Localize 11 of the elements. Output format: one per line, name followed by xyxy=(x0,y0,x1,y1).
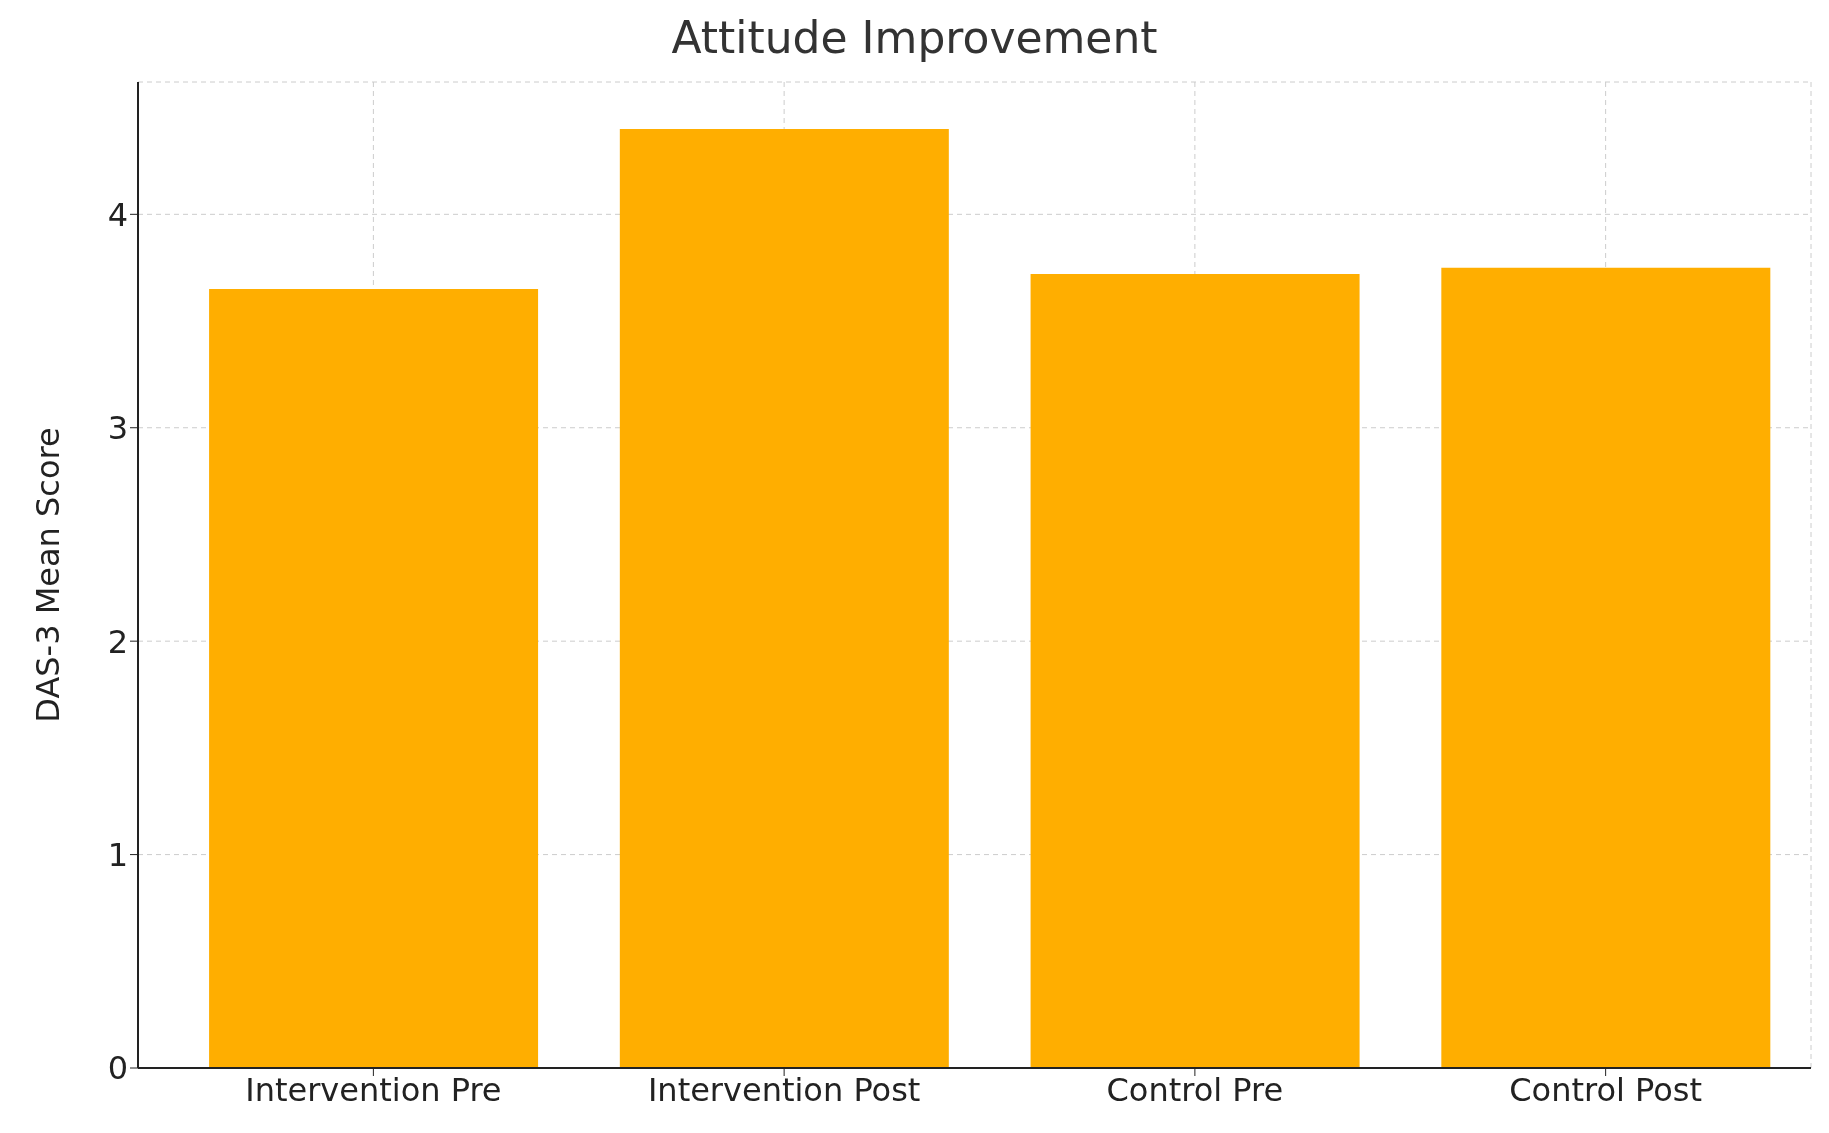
x-tick-label: Intervention Post xyxy=(647,1070,921,1109)
y-tick-label: 1 xyxy=(107,835,128,874)
y-tick-label: 2 xyxy=(107,622,128,661)
x-tick-label: Intervention Pre xyxy=(245,1070,502,1109)
x-tick-label: Control Post xyxy=(1509,1070,1703,1109)
chart-title: Attitude Improvement xyxy=(670,11,1159,65)
y-tick-label: 4 xyxy=(107,195,128,234)
y-axis-title: DAS-3 Mean Score xyxy=(29,427,68,723)
y-tick-label: 3 xyxy=(107,409,128,448)
y-tick-label: 0 xyxy=(107,1049,128,1088)
x-tick-label: Control Pre xyxy=(1106,1070,1284,1109)
